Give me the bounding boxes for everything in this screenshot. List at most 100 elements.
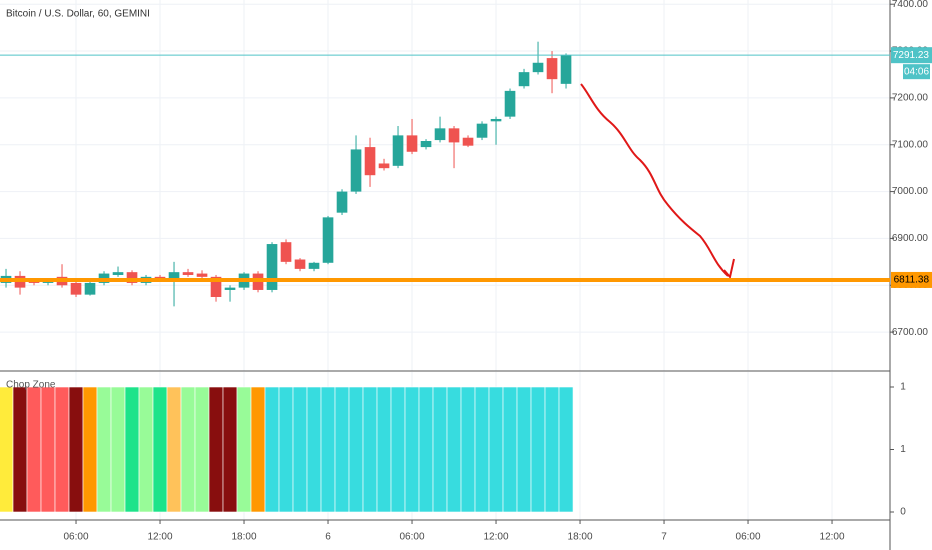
candle-body (210, 276, 222, 297)
bar (222, 386, 238, 513)
y-tick-label: 7400.00 (892, 0, 929, 10)
candle-body (322, 217, 334, 263)
x-tick-label: 7 (661, 532, 667, 543)
candle-body (490, 118, 502, 122)
y-tick-label: 1 (900, 382, 906, 393)
bar (544, 386, 560, 513)
bar (278, 386, 294, 513)
bar (194, 386, 210, 513)
candle-body (336, 191, 348, 213)
price-label-box (891, 47, 932, 64)
y-tick-label: 7200.00 (892, 93, 929, 104)
y-tick-label: 7000.00 (892, 186, 929, 197)
price-label-box (891, 271, 932, 288)
bar (348, 386, 364, 513)
price-label: 7291.23 (893, 50, 930, 61)
bar (474, 386, 490, 513)
candle-body (476, 123, 488, 138)
bar (292, 386, 308, 513)
bar (124, 386, 140, 513)
bar (82, 386, 98, 513)
chart-title: Bitcoin / U.S. Dollar, 60, GEMINI (6, 9, 150, 20)
bar (488, 386, 504, 513)
x-tick-label: 18:00 (568, 532, 593, 543)
candle-body (546, 58, 558, 80)
bar (306, 386, 322, 513)
x-tick-label: 06:00 (736, 532, 761, 543)
bar (334, 386, 350, 513)
y-tick-label: 1 (900, 444, 906, 455)
bar (264, 386, 280, 513)
candle-body (294, 259, 306, 269)
candle-body (504, 90, 516, 117)
x-tick-label: 18:00 (232, 532, 257, 543)
bar (180, 386, 196, 513)
candle-body (182, 272, 194, 275)
candle-body (266, 244, 278, 290)
bar (376, 386, 392, 513)
candle-body (448, 128, 460, 143)
x-tick-label: 06:00 (400, 532, 425, 543)
x-tick-label: 06:00 (64, 532, 89, 543)
bar (26, 386, 42, 513)
candle-body (406, 135, 418, 152)
candle-body (462, 137, 474, 146)
y-tick-label: 6900.00 (892, 233, 929, 244)
countdown: 04:06 (904, 66, 929, 77)
bar (446, 386, 462, 513)
bar (152, 386, 168, 513)
bar (502, 386, 518, 513)
price-label: 6811.38 (894, 275, 930, 286)
x-tick-label: 12:00 (484, 532, 509, 543)
candle-body (434, 128, 446, 141)
bar (250, 386, 266, 513)
candle-body (126, 272, 138, 283)
bar (530, 386, 546, 513)
candle-body (350, 149, 362, 192)
candle-body (28, 281, 40, 283)
candle-body (364, 147, 376, 176)
bar (320, 386, 336, 513)
bar (96, 386, 112, 513)
bar (362, 386, 378, 513)
candle-body (224, 287, 236, 290)
bar (40, 386, 56, 513)
candle-body (420, 140, 432, 148)
candle-body (196, 273, 208, 277)
bar (404, 386, 420, 513)
candle-body (560, 55, 572, 84)
x-tick-label: 12:00 (148, 532, 173, 543)
bar (54, 386, 70, 513)
bar (12, 386, 28, 513)
candle-body (280, 242, 292, 262)
x-tick-label: 12:00 (820, 532, 845, 543)
bar (68, 386, 84, 513)
y-tick-label: 6700.00 (892, 327, 929, 338)
bar (208, 386, 224, 513)
candle-body (112, 272, 124, 275)
y-tick-label: 7100.00 (892, 139, 929, 150)
countdown-box (903, 64, 930, 80)
candle-body (532, 62, 544, 73)
bar (236, 386, 252, 513)
bar (110, 386, 126, 513)
bar (390, 386, 406, 513)
candle-body (84, 282, 96, 295)
bar (418, 386, 434, 513)
candle-body (308, 262, 320, 269)
bar (432, 386, 448, 513)
drawn-arrow (580, 83, 735, 280)
candle-body (168, 272, 180, 280)
y-tick-label: 0 (900, 507, 906, 518)
bar (138, 386, 154, 513)
bar (0, 386, 14, 513)
candle-body (392, 135, 404, 166)
candle-body (70, 282, 82, 295)
marks (0, 41, 574, 513)
bar (166, 386, 182, 513)
bar (516, 386, 532, 513)
bar (460, 386, 476, 513)
candle-body (518, 72, 530, 87)
candle-body (378, 163, 390, 169)
